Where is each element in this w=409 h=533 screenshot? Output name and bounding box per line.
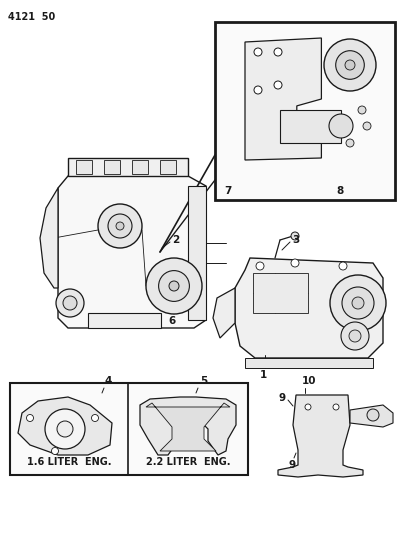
Circle shape xyxy=(254,86,261,94)
Circle shape xyxy=(329,275,385,331)
Polygon shape xyxy=(349,405,392,427)
Circle shape xyxy=(255,262,263,270)
Circle shape xyxy=(169,281,179,291)
Circle shape xyxy=(341,287,373,319)
Polygon shape xyxy=(234,258,382,358)
Polygon shape xyxy=(88,313,161,328)
Polygon shape xyxy=(40,188,58,288)
Circle shape xyxy=(328,114,352,138)
Text: 2.2 LITER  ENG.: 2.2 LITER ENG. xyxy=(145,457,230,467)
Circle shape xyxy=(158,271,189,301)
Text: 7: 7 xyxy=(224,186,231,196)
Text: 10: 10 xyxy=(301,376,316,386)
Circle shape xyxy=(357,106,365,114)
Circle shape xyxy=(108,214,132,238)
Circle shape xyxy=(340,322,368,350)
Circle shape xyxy=(338,262,346,270)
Polygon shape xyxy=(245,38,321,160)
Circle shape xyxy=(351,297,363,309)
Bar xyxy=(10,383,247,475)
Text: 4: 4 xyxy=(105,376,112,386)
Text: 1.6 LITER  ENG.: 1.6 LITER ENG. xyxy=(27,457,111,467)
Circle shape xyxy=(332,404,338,410)
Circle shape xyxy=(63,296,77,310)
Text: 5: 5 xyxy=(200,376,207,386)
Circle shape xyxy=(273,81,281,89)
Circle shape xyxy=(254,48,261,56)
Circle shape xyxy=(273,48,281,56)
Circle shape xyxy=(366,409,378,421)
Polygon shape xyxy=(188,186,205,320)
Circle shape xyxy=(290,232,298,240)
Circle shape xyxy=(344,60,354,70)
Polygon shape xyxy=(18,397,112,455)
Bar xyxy=(76,160,92,174)
Circle shape xyxy=(98,204,142,248)
Polygon shape xyxy=(58,176,205,328)
Circle shape xyxy=(146,258,202,314)
Circle shape xyxy=(52,448,58,455)
Polygon shape xyxy=(277,395,362,477)
Circle shape xyxy=(91,415,98,422)
Circle shape xyxy=(304,404,310,410)
Bar xyxy=(132,160,148,174)
Circle shape xyxy=(27,415,34,422)
Text: 2: 2 xyxy=(172,235,179,245)
Circle shape xyxy=(345,139,353,147)
Circle shape xyxy=(290,259,298,267)
Bar xyxy=(160,160,175,174)
Text: 9: 9 xyxy=(288,460,295,470)
Bar xyxy=(168,290,175,293)
Circle shape xyxy=(116,222,124,230)
Text: 3: 3 xyxy=(291,235,299,245)
Circle shape xyxy=(45,409,85,449)
Bar xyxy=(214,22,394,200)
Polygon shape xyxy=(146,403,229,451)
Circle shape xyxy=(348,330,360,342)
Bar xyxy=(252,273,307,313)
Polygon shape xyxy=(279,110,340,143)
Bar xyxy=(104,160,120,174)
Bar xyxy=(245,358,372,368)
Text: 1: 1 xyxy=(259,370,266,380)
Polygon shape xyxy=(213,288,234,338)
Text: 6: 6 xyxy=(168,316,175,326)
Circle shape xyxy=(335,51,364,79)
Polygon shape xyxy=(139,397,236,455)
Circle shape xyxy=(56,289,84,317)
Polygon shape xyxy=(68,158,188,176)
Text: 8: 8 xyxy=(335,186,343,196)
Circle shape xyxy=(57,421,73,437)
Circle shape xyxy=(323,39,375,91)
Circle shape xyxy=(362,122,370,130)
Text: 4121  50: 4121 50 xyxy=(8,12,55,22)
Text: 9: 9 xyxy=(278,393,285,403)
